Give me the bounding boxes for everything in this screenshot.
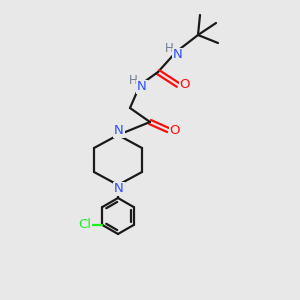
Text: O: O bbox=[170, 124, 180, 136]
Text: N: N bbox=[114, 124, 124, 137]
Text: O: O bbox=[180, 79, 190, 92]
Text: H: H bbox=[129, 74, 137, 88]
Text: Cl: Cl bbox=[78, 218, 91, 232]
Text: N: N bbox=[173, 49, 183, 62]
Text: N: N bbox=[114, 182, 124, 196]
Text: H: H bbox=[165, 41, 173, 55]
Text: N: N bbox=[137, 80, 147, 94]
